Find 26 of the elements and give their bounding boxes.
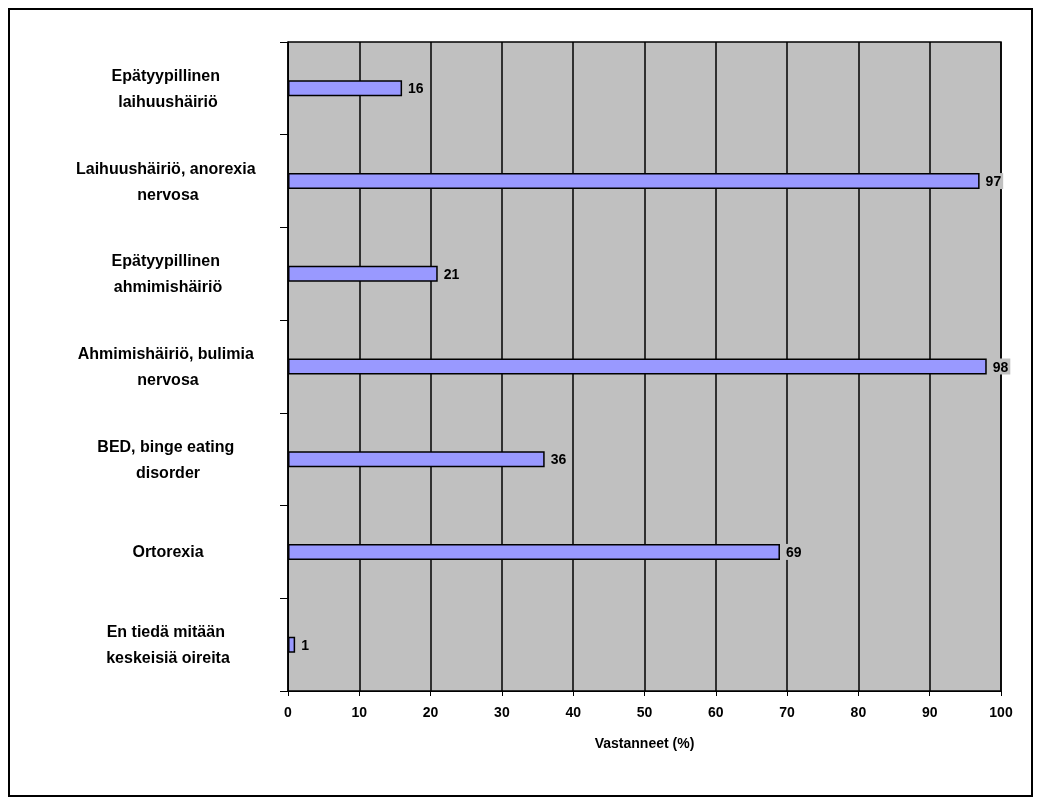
x-tick-label: 80: [850, 704, 867, 720]
data-label: 97: [985, 173, 1002, 190]
x-tick-label: 90: [921, 704, 938, 720]
data-label: 69: [785, 543, 802, 560]
x-tick-label: 30: [494, 704, 510, 720]
data-label: 36: [550, 451, 567, 468]
x-tick-label: 40: [565, 704, 582, 720]
y-tick-label: En tiedä mitään keskeisiä oireita: [106, 623, 230, 667]
y-tick-label: Epätyypillinen ahmimishäiriö: [111, 252, 225, 296]
x-tick-label: 20: [422, 704, 439, 720]
y-tick-label: Epätyypillinen laihuushäiriö: [111, 66, 225, 110]
data-label: 1: [301, 636, 310, 653]
data-label: 21: [443, 265, 460, 282]
data-label: 98: [992, 358, 1009, 375]
x-tick-label: 10: [351, 704, 368, 720]
x-tick-label: 60: [708, 704, 724, 720]
y-tick-label: Laihuushäiriö, anorexia nervosa: [75, 159, 261, 203]
y-tick-label: Ahmimishäiriö, bulimia nervosa: [77, 345, 259, 388]
x-tick-label: 70: [779, 704, 796, 720]
y-tick-label: Ortorexia: [132, 543, 204, 561]
y-tick-label: BED, binge eating disorder: [97, 437, 239, 481]
x-tick-label: 50: [636, 704, 653, 720]
x-tick-label: 0: [284, 704, 293, 720]
x-axis-title: Vastanneet (%): [594, 735, 695, 751]
x-tick-label: 100: [989, 704, 1013, 720]
data-label: 16: [408, 80, 424, 97]
